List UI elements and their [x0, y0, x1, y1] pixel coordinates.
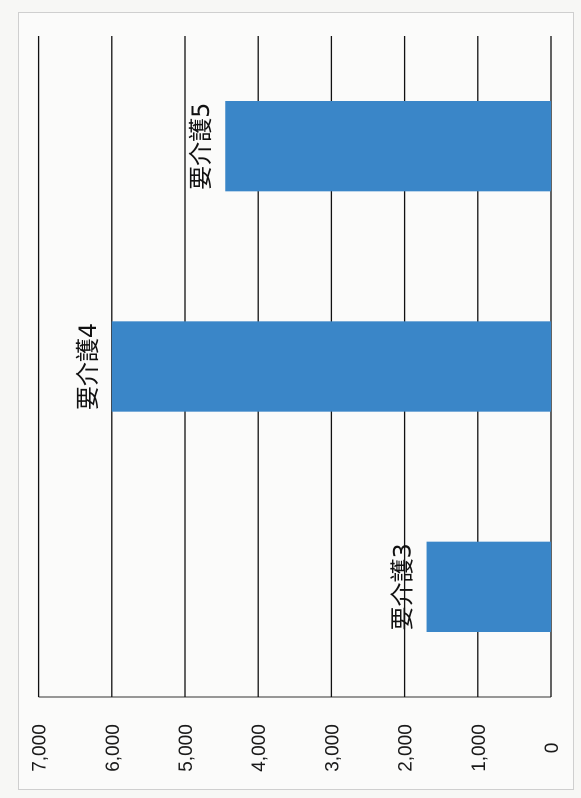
y-tick-label: 7,000: [30, 724, 51, 772]
bars: [111, 100, 552, 633]
y-tick-label: 2,000: [396, 724, 417, 772]
y-tick-label: 0: [542, 743, 563, 754]
y-tick-label: 6,000: [103, 724, 124, 772]
bar: [111, 321, 552, 412]
y-axis-ticks: 0 1,000 2,000 3,000 4,000 5,000 6,000 7,000: [30, 724, 563, 772]
bar-data-label: 要介護4: [74, 323, 102, 410]
bar: [426, 541, 551, 633]
y-tick-label: 3,000: [322, 724, 343, 772]
y-tick-label: 4,000: [249, 724, 270, 772]
y-tick-label: 5,000: [176, 724, 197, 772]
bar-data-label: 要介護3: [389, 543, 417, 630]
bar: [225, 100, 551, 192]
bar-data-label: 要介護5: [187, 103, 215, 190]
bar-labels: 要介護3 要介護4 要介護5: [74, 103, 417, 631]
y-tick-label: 1,000: [469, 724, 490, 772]
